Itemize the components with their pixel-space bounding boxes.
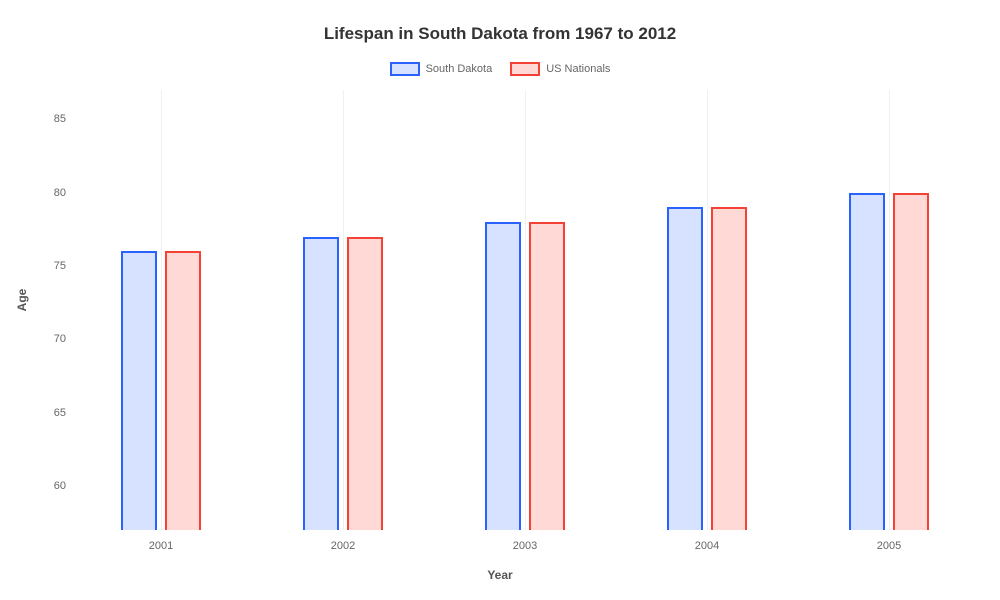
x-axis-label: Year bbox=[487, 568, 512, 582]
y-axis-label: Age bbox=[15, 289, 29, 312]
x-tick-label: 2002 bbox=[331, 540, 355, 552]
bar bbox=[893, 193, 929, 530]
y-tick-label: 85 bbox=[42, 113, 66, 125]
y-tick-label: 60 bbox=[42, 480, 66, 492]
bar bbox=[529, 222, 565, 530]
bar bbox=[165, 251, 201, 530]
grid-line bbox=[707, 90, 708, 530]
bar bbox=[667, 207, 703, 530]
bar bbox=[121, 251, 157, 530]
y-tick-label: 65 bbox=[42, 407, 66, 419]
plot-area: 20012002200320042005606570758085 bbox=[70, 90, 980, 530]
y-tick-label: 70 bbox=[42, 333, 66, 345]
chart-container: Lifespan in South Dakota from 1967 to 20… bbox=[0, 0, 1000, 600]
legend: South Dakota US Nationals bbox=[0, 62, 1000, 76]
grid-line bbox=[525, 90, 526, 530]
legend-label-south-dakota: South Dakota bbox=[426, 63, 493, 75]
legend-item-south-dakota: South Dakota bbox=[390, 62, 493, 76]
grid-line bbox=[889, 90, 890, 530]
y-tick-label: 75 bbox=[42, 260, 66, 272]
x-tick-label: 2001 bbox=[149, 540, 173, 552]
legend-swatch-south-dakota bbox=[390, 62, 420, 76]
bar bbox=[303, 237, 339, 530]
chart-title: Lifespan in South Dakota from 1967 to 20… bbox=[0, 24, 1000, 44]
bar bbox=[849, 193, 885, 530]
bar bbox=[347, 237, 383, 530]
bar bbox=[485, 222, 521, 530]
legend-swatch-us-nationals bbox=[510, 62, 540, 76]
grid-line bbox=[161, 90, 162, 530]
x-tick-label: 2005 bbox=[877, 540, 901, 552]
legend-item-us-nationals: US Nationals bbox=[510, 62, 610, 76]
grid-line bbox=[343, 90, 344, 530]
x-tick-label: 2004 bbox=[695, 540, 719, 552]
x-tick-label: 2003 bbox=[513, 540, 537, 552]
legend-label-us-nationals: US Nationals bbox=[546, 63, 610, 75]
y-tick-label: 80 bbox=[42, 187, 66, 199]
bar bbox=[711, 207, 747, 530]
